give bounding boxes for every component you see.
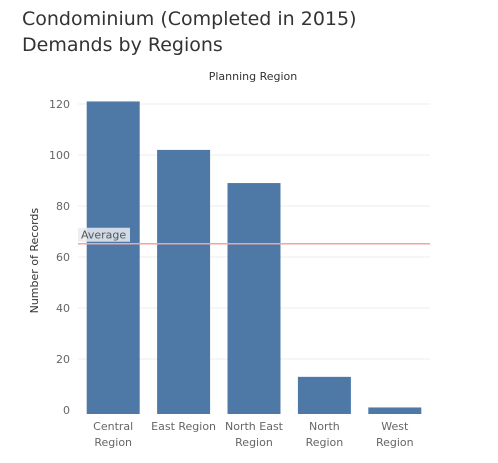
y-tick-label: 20 [56,353,70,366]
title-line-2: Demands by Regions [22,34,223,56]
y-tick-label: 40 [56,302,70,315]
bar-4 [368,407,422,414]
y-tick-label: 0 [63,404,70,417]
chart-title: Condominium (Completed in 2015) Demands … [22,6,492,58]
y-tick-label: 120 [49,98,70,111]
y-axis-ticks: 0 20 40 60 80 100 120 [49,98,70,417]
average-reference: Average [78,227,430,245]
y-tick-label: 80 [56,200,70,213]
x-tick-label: North Region [306,420,344,449]
x-tick-label: Central Region [93,420,133,449]
average-label-bg [78,227,130,242]
y-axis-label: Number of Records [28,208,41,314]
bar-0 [86,101,140,414]
y-tick-label: 100 [49,149,70,162]
x-tick-label: East Region [151,420,216,433]
bar-1 [157,149,211,414]
title-line-1: Condominium (Completed in 2015) [22,8,357,30]
bar-3 [297,376,351,414]
bars [86,101,422,414]
x-axis-ticks: Central Region East Region North East Region… [93,420,413,449]
bar-2 [227,183,281,414]
column-header: Planning Region [209,70,298,83]
x-tick-label: North East Region [225,420,284,449]
average-label: Average [81,229,126,242]
x-tick-label: West Region [376,420,414,449]
y-tick-label: 60 [56,251,70,264]
